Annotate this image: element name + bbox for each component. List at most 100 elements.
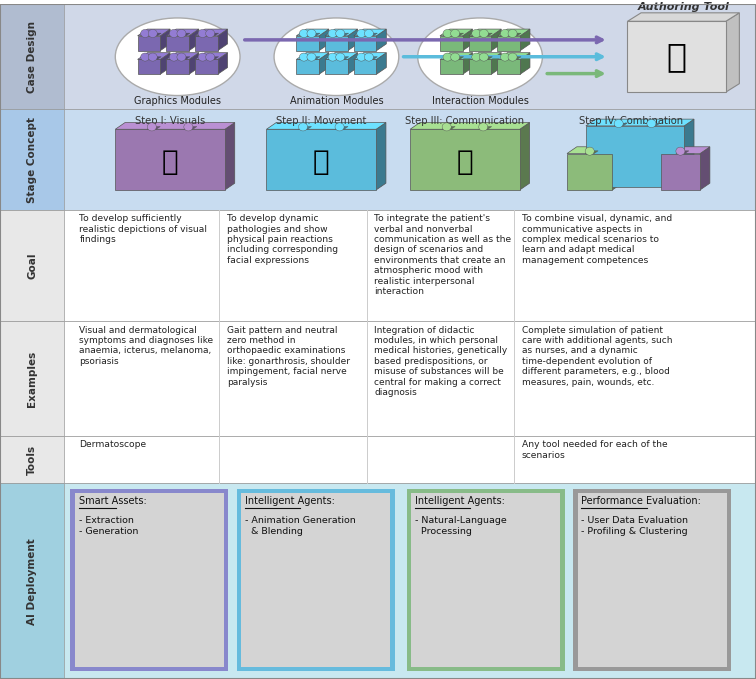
Text: Complete simulation of patient
care with additional agents, such
as nurses, and : Complete simulation of patient care with… [522, 325, 672, 386]
Ellipse shape [274, 18, 399, 96]
FancyBboxPatch shape [469, 36, 491, 51]
Text: To combine visual, dynamic, and
communicative aspects in
complex medical scenari: To combine visual, dynamic, and communic… [522, 215, 672, 265]
Polygon shape [184, 126, 197, 129]
Polygon shape [726, 13, 739, 92]
Polygon shape [189, 29, 199, 51]
Circle shape [500, 29, 510, 37]
Text: Graphics Modules: Graphics Modules [134, 96, 222, 107]
Polygon shape [195, 29, 228, 36]
FancyBboxPatch shape [116, 129, 225, 190]
Text: Goal: Goal [27, 253, 37, 279]
Polygon shape [614, 123, 627, 126]
Polygon shape [500, 33, 513, 36]
Polygon shape [336, 33, 349, 36]
FancyBboxPatch shape [0, 483, 64, 679]
FancyBboxPatch shape [0, 5, 756, 109]
Text: Authoring Tool: Authoring Tool [637, 1, 730, 12]
Polygon shape [440, 29, 472, 36]
Polygon shape [296, 53, 329, 60]
Polygon shape [612, 147, 622, 190]
FancyBboxPatch shape [0, 210, 64, 321]
Text: Examples: Examples [27, 351, 37, 407]
Polygon shape [354, 53, 386, 60]
FancyBboxPatch shape [410, 129, 520, 190]
Polygon shape [160, 53, 170, 74]
FancyBboxPatch shape [0, 321, 756, 436]
FancyBboxPatch shape [497, 36, 520, 51]
Circle shape [364, 29, 373, 37]
FancyBboxPatch shape [0, 483, 756, 679]
FancyBboxPatch shape [75, 493, 224, 667]
Polygon shape [497, 53, 530, 60]
Polygon shape [348, 29, 358, 51]
Circle shape [357, 29, 366, 37]
FancyBboxPatch shape [195, 36, 218, 51]
Polygon shape [627, 13, 739, 21]
Circle shape [177, 29, 186, 37]
FancyBboxPatch shape [166, 60, 189, 74]
FancyBboxPatch shape [407, 489, 565, 671]
FancyBboxPatch shape [567, 153, 612, 190]
Circle shape [299, 29, 308, 37]
Polygon shape [479, 126, 491, 129]
FancyBboxPatch shape [0, 109, 64, 210]
Text: Step II: Movement: Step II: Movement [276, 115, 367, 126]
Text: Intelligent Agents:: Intelligent Agents: [415, 496, 505, 507]
Ellipse shape [417, 18, 543, 96]
Text: To develop dynamic
pathologies and show
physical pain reactions
including corres: To develop dynamic pathologies and show … [227, 215, 338, 265]
FancyBboxPatch shape [296, 36, 319, 51]
Polygon shape [376, 53, 386, 74]
Text: Step III: Communication: Step III: Communication [405, 115, 525, 126]
Polygon shape [299, 33, 312, 36]
Circle shape [364, 53, 373, 61]
Text: - Natural-Language
  Processing: - Natural-Language Processing [415, 517, 507, 536]
Circle shape [336, 29, 345, 37]
Polygon shape [354, 29, 386, 36]
Text: AI Deployment: AI Deployment [27, 538, 37, 625]
Polygon shape [177, 57, 190, 60]
FancyBboxPatch shape [573, 489, 731, 671]
FancyBboxPatch shape [469, 60, 491, 74]
FancyBboxPatch shape [0, 436, 64, 483]
Polygon shape [189, 53, 199, 74]
Circle shape [335, 123, 344, 131]
Polygon shape [500, 57, 513, 60]
Text: 👁: 👁 [162, 148, 178, 177]
Polygon shape [376, 122, 386, 190]
Polygon shape [567, 147, 622, 153]
Circle shape [141, 29, 150, 37]
Polygon shape [335, 126, 348, 129]
Text: - Extraction
- Generation: - Extraction - Generation [79, 517, 138, 536]
Polygon shape [198, 57, 211, 60]
FancyBboxPatch shape [325, 36, 348, 51]
FancyBboxPatch shape [195, 60, 218, 74]
Polygon shape [177, 33, 190, 36]
Polygon shape [169, 33, 182, 36]
Polygon shape [463, 53, 472, 74]
Circle shape [336, 53, 345, 61]
Polygon shape [451, 57, 463, 60]
FancyBboxPatch shape [0, 5, 64, 109]
FancyBboxPatch shape [296, 60, 319, 74]
Text: Animation Modules: Animation Modules [290, 96, 383, 107]
Circle shape [299, 53, 308, 61]
Polygon shape [376, 29, 386, 51]
FancyBboxPatch shape [138, 60, 160, 74]
FancyBboxPatch shape [0, 210, 756, 321]
Polygon shape [364, 33, 377, 36]
Circle shape [147, 123, 156, 131]
Text: Integration of didactic
modules, in which personal
medical histories, geneticall: Integration of didactic modules, in whic… [374, 325, 507, 397]
Ellipse shape [115, 18, 240, 96]
Polygon shape [520, 122, 529, 190]
Circle shape [177, 53, 186, 61]
Polygon shape [299, 126, 311, 129]
Polygon shape [443, 57, 456, 60]
FancyBboxPatch shape [354, 60, 376, 74]
Text: Intelligent Agents:: Intelligent Agents: [245, 496, 335, 507]
Polygon shape [472, 57, 485, 60]
Polygon shape [299, 57, 312, 60]
Polygon shape [116, 122, 234, 129]
Polygon shape [138, 29, 170, 36]
Circle shape [148, 29, 157, 37]
Polygon shape [206, 33, 218, 36]
